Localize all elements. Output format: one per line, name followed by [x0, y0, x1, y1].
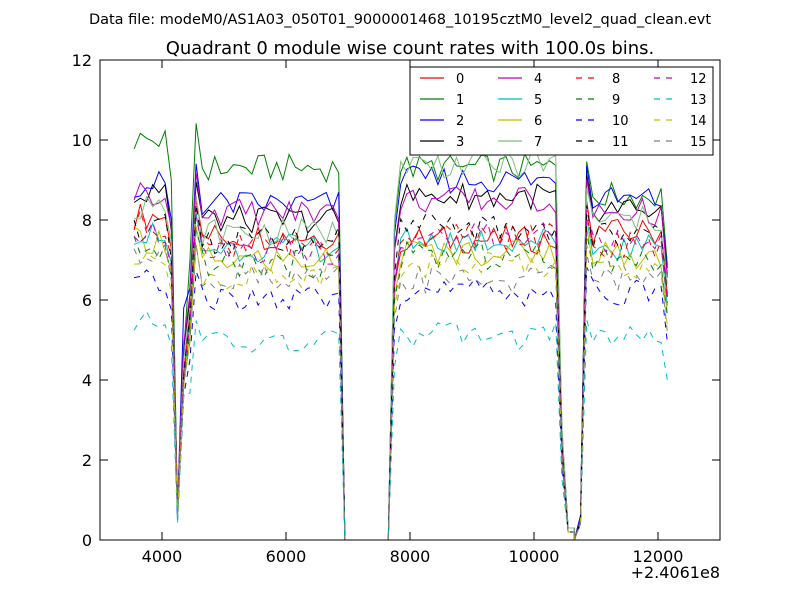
legend-label-14: 14 [690, 114, 707, 129]
legend-label-13: 13 [690, 93, 707, 108]
x-tick-label: 10000 [509, 547, 560, 566]
legend-label-9: 9 [612, 93, 620, 108]
y-tick-label: 12 [72, 51, 92, 70]
legend-label-15: 15 [690, 135, 707, 150]
x-tick-label: 8000 [390, 547, 431, 566]
series-lines [133, 123, 668, 541]
legend-label-5: 5 [534, 93, 542, 108]
series-line-10 [134, 266, 668, 541]
y-tick-label: 4 [82, 371, 92, 390]
legend-label-7: 7 [534, 135, 542, 150]
legend-label-1: 1 [456, 93, 464, 108]
y-tick-label: 0 [82, 531, 92, 550]
chart-title: Quadrant 0 module wise count rates with … [166, 38, 655, 59]
legend-label-3: 3 [456, 135, 464, 150]
x-tick-label: 12000 [633, 547, 684, 566]
y-tick-label: 6 [82, 291, 92, 310]
series-line-15 [133, 243, 668, 541]
y-tick-label: 10 [72, 131, 92, 150]
legend-label-11: 11 [612, 135, 629, 150]
legend-label-6: 6 [534, 114, 542, 129]
legend-label-10: 10 [612, 114, 629, 129]
legend-label-2: 2 [456, 114, 464, 129]
legend-label-0: 0 [456, 72, 464, 87]
legend-label-4: 4 [534, 72, 542, 87]
x-tick-label: 4000 [142, 547, 183, 566]
legend-box [409, 66, 714, 156]
legend-label-8: 8 [612, 72, 620, 87]
y-tick-label: 2 [82, 451, 92, 470]
x-offset-label: +2.4061e8 [631, 563, 720, 582]
y-tick-label: 8 [82, 211, 92, 230]
legend-label-12: 12 [690, 72, 707, 87]
figure-suptitle: Data file: modeM0/AS1A03_050T01_90000014… [89, 12, 711, 28]
series-line-13 [133, 310, 668, 541]
x-tick-label: 6000 [266, 547, 307, 566]
